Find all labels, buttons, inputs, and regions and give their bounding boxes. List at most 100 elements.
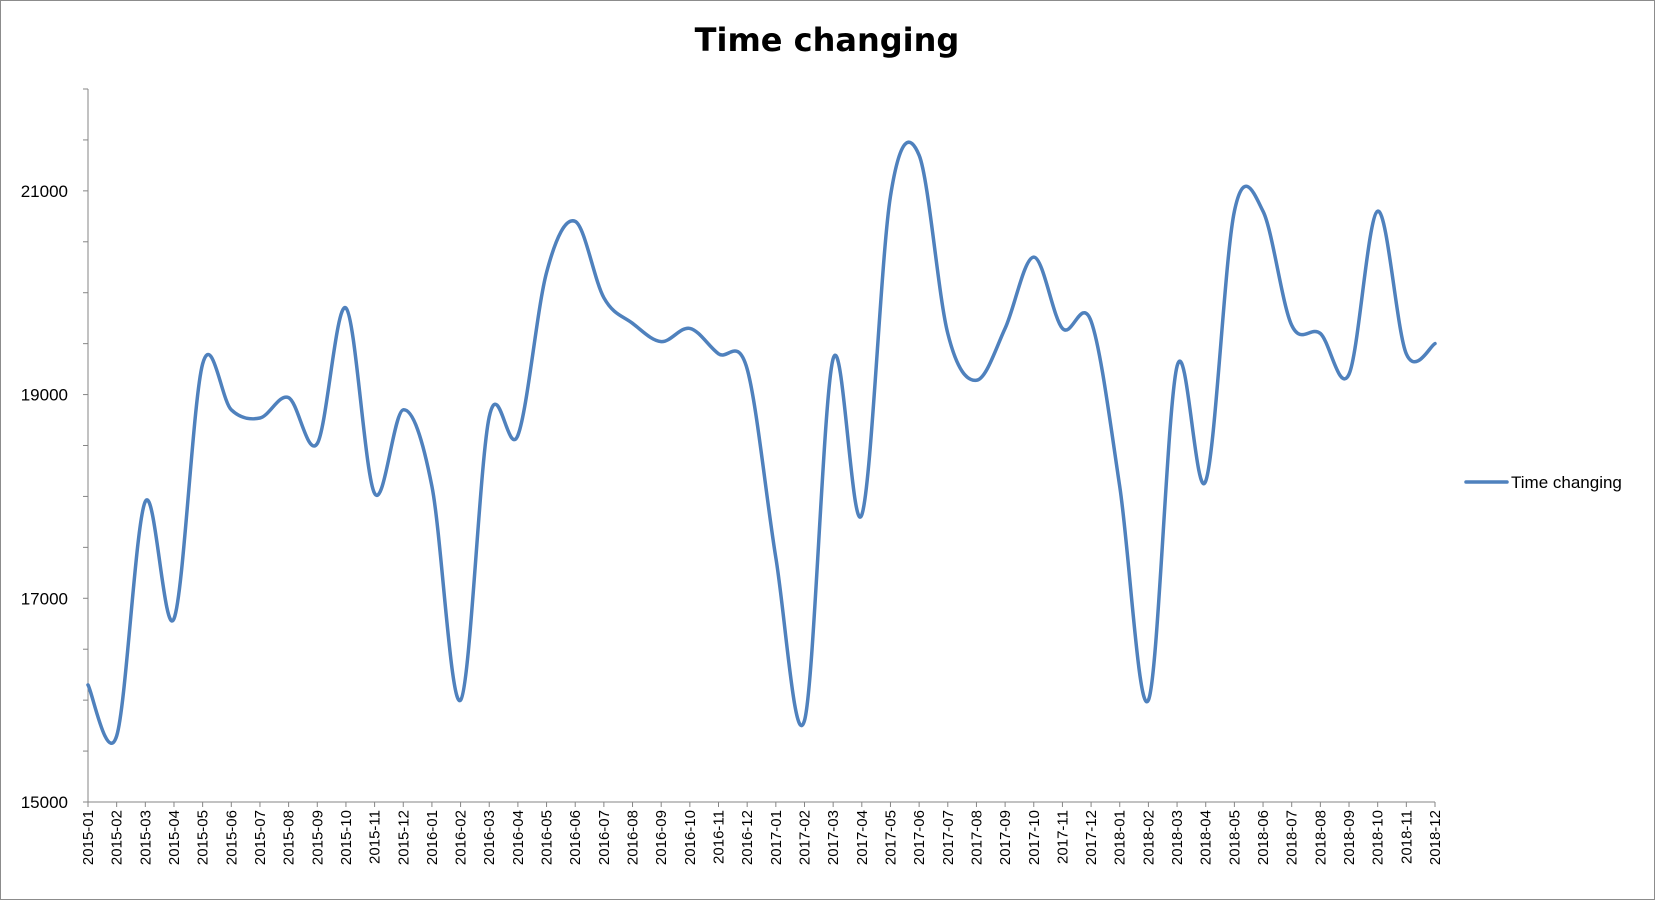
x-tick-label: 2016-03 <box>481 810 498 865</box>
axes: 15000 17000 19000 21000 2015-01 2015-02 2015-0… <box>21 88 1444 865</box>
x-tick-label: 2015-11 <box>367 810 384 864</box>
x-tick-label: 2017-11 <box>1054 810 1071 864</box>
data-point <box>974 378 978 382</box>
chart-title: Time changing <box>695 21 960 59</box>
x-tick-label: 2017-07 <box>940 810 957 865</box>
data-point <box>774 556 778 560</box>
x-tick-label: 2018-08 <box>1312 810 1329 865</box>
data-point <box>516 433 520 437</box>
data-point <box>688 326 692 330</box>
data-point <box>1318 331 1322 335</box>
x-tick-label: 2016-02 <box>453 810 470 865</box>
x-tick-label: 2015-09 <box>309 810 326 865</box>
x-tick-label: 2015-05 <box>195 810 212 865</box>
legend-label: Time changing <box>1511 473 1622 492</box>
x-tick-label: 2017-06 <box>911 810 928 865</box>
x-tick-label: 2018-03 <box>1169 810 1186 865</box>
x-tick-label: 2018-11 <box>1398 810 1415 864</box>
x-tick-label: 2017-08 <box>968 810 985 865</box>
x-tick-label: 2018-12 <box>1427 810 1444 865</box>
data-point <box>201 362 205 366</box>
data-point <box>917 153 921 157</box>
data-point <box>86 683 90 687</box>
x-tick-label: 2015-04 <box>166 810 183 865</box>
data-point <box>1290 323 1294 327</box>
x-tick-label: 2018-04 <box>1198 810 1215 865</box>
x-tick-label: 2018-01 <box>1112 810 1129 865</box>
x-tick-label: 2015-12 <box>395 810 412 865</box>
data-point <box>1232 209 1236 213</box>
data-point <box>1347 372 1351 376</box>
x-tick-label: 2017-03 <box>825 810 842 865</box>
series-layer <box>86 140 1437 745</box>
data-point <box>1261 209 1265 213</box>
data-point <box>373 491 377 495</box>
x-tick-label: 2018-05 <box>1226 810 1243 865</box>
data-point <box>287 396 291 400</box>
x-tick-label: 2016-11 <box>711 810 728 864</box>
x-tick-label: 2016-12 <box>739 810 756 865</box>
y-tick-label: 21000 <box>21 182 68 201</box>
x-tick-label: 2018-02 <box>1140 810 1157 865</box>
data-point <box>430 484 434 488</box>
data-point <box>860 513 864 517</box>
x-tick-label: 2016-09 <box>653 810 670 865</box>
series-line <box>86 140 1437 745</box>
legend: Time changing <box>1464 473 1622 492</box>
x-tick-label: 2015-03 <box>137 810 154 865</box>
data-point <box>459 698 463 702</box>
data-point <box>573 219 577 223</box>
x-tick-label: 2017-12 <box>1083 810 1100 865</box>
x-tick-label: 2016-06 <box>567 810 584 865</box>
x-tick-label: 2015-01 <box>80 810 97 865</box>
x-tick-label: 2018-10 <box>1370 810 1387 865</box>
data-point <box>888 194 892 198</box>
data-point <box>659 340 663 344</box>
data-point <box>831 357 835 361</box>
data-point <box>401 408 405 412</box>
x-tick-label: 2016-01 <box>424 810 441 865</box>
data-point <box>172 617 176 621</box>
data-point <box>143 500 147 504</box>
data-point <box>1089 319 1093 323</box>
x-tick-label: 2017-04 <box>854 810 871 865</box>
x-tick-label: 2017-01 <box>768 810 785 865</box>
data-point <box>545 270 549 274</box>
data-point <box>115 734 119 738</box>
data-point <box>946 331 950 335</box>
data-point <box>802 719 806 723</box>
data-point <box>602 296 606 300</box>
x-tick-label: 2017-05 <box>882 810 899 865</box>
data-point <box>1175 364 1179 368</box>
data-point <box>258 416 262 420</box>
data-point <box>344 306 348 310</box>
x-tick-label: 2017-02 <box>796 810 813 865</box>
y-tick-label: 17000 <box>21 589 68 608</box>
data-point <box>1060 326 1064 330</box>
data-point <box>1404 352 1408 356</box>
data-point <box>487 415 491 419</box>
x-tick-label: 2015-10 <box>338 810 355 865</box>
x-tick-label: 2018-07 <box>1284 810 1301 865</box>
data-point <box>315 441 319 445</box>
x-tick-label: 2015-08 <box>281 810 298 865</box>
x-tick-label: 2016-05 <box>539 810 556 865</box>
y-tick-label: 15000 <box>21 793 68 812</box>
y-tick-label: 19000 <box>21 386 68 405</box>
data-point <box>631 321 635 325</box>
x-tick-label: 2015-06 <box>223 810 240 865</box>
x-tick-label: 2017-10 <box>1026 810 1043 865</box>
x-tick-label: 2015-02 <box>109 810 126 865</box>
x-tick-label: 2016-08 <box>625 810 642 865</box>
x-tick-label: 2016-04 <box>510 810 527 865</box>
x-tick-label: 2016-07 <box>596 810 613 865</box>
data-point <box>717 352 721 356</box>
x-tick-label: 2018-06 <box>1255 810 1272 865</box>
data-point <box>229 408 233 412</box>
data-point <box>1118 484 1122 488</box>
data-point <box>1003 326 1007 330</box>
data-point <box>1433 342 1437 346</box>
x-tick-label: 2018-09 <box>1341 810 1358 865</box>
